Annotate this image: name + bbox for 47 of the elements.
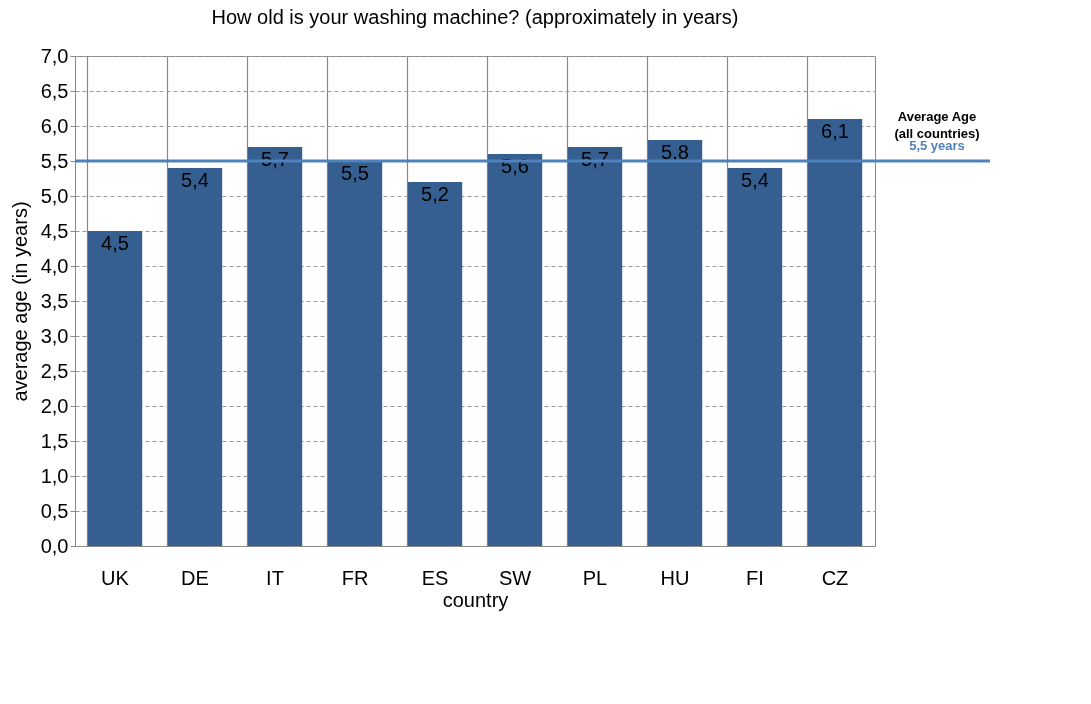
x-tick-label: PL <box>582 566 608 589</box>
y-tick-label: 1,5 <box>40 429 69 452</box>
text: 5,5 years <box>909 138 965 153</box>
x-axis-title: country <box>442 588 509 611</box>
bar <box>167 168 223 546</box>
bar <box>407 182 463 546</box>
ref-line-label: Average Age (all countries) <box>894 109 980 141</box>
bar <box>87 231 143 546</box>
y-tick-label: 2,5 <box>40 359 69 382</box>
x-tick-label: IT <box>266 566 284 589</box>
chart-title: How old is your washing machine? (approximately in years) <box>211 6 739 28</box>
x-tick-label: FR <box>341 566 369 589</box>
y-tick-label: 4,0 <box>40 254 69 277</box>
y-tick-label: 3,0 <box>40 324 69 347</box>
bar <box>807 119 863 546</box>
data-label: 6,1 <box>821 120 849 142</box>
y-tick-label: 0,5 <box>40 499 69 522</box>
data-label: 5,5 <box>341 162 369 184</box>
y-tick-label: 0,0 <box>40 534 69 557</box>
bar <box>727 168 783 546</box>
y-tick-label: 5,5 <box>40 149 69 172</box>
y-tick-label: 1,0 <box>40 464 69 487</box>
y-tick-label: 4,5 <box>40 219 69 242</box>
x-tick-label: FI <box>746 566 764 589</box>
data-label: 5,8 <box>661 141 689 163</box>
y-tick-label: 7,0 <box>40 44 69 67</box>
x-tick-label: HU <box>660 566 690 589</box>
x-tick-label: CZ <box>821 566 849 589</box>
data-label: 4,5 <box>101 232 129 254</box>
y-tick-label: 6,5 <box>40 79 69 102</box>
y-tick-label: 2,0 <box>40 394 69 417</box>
y-tick-label: 3,5 <box>40 289 69 312</box>
x-tick-label: ES <box>421 566 449 589</box>
bar <box>327 161 383 546</box>
x-tick-label: DE <box>181 566 209 589</box>
x-tick-label: SW <box>498 566 532 589</box>
y-tick-label: 6,0 <box>40 114 69 137</box>
x-tick-label: UK <box>101 566 130 589</box>
bar <box>487 154 543 546</box>
y-axis-title: average age (in years) <box>8 201 31 402</box>
bar <box>567 147 623 546</box>
data-label: 5,4 <box>181 169 209 191</box>
y-tick-label: 5,0 <box>40 184 69 207</box>
data-label: 5,4 <box>741 169 769 191</box>
bar <box>647 140 703 546</box>
data-label: 5,2 <box>421 183 449 205</box>
bar <box>247 147 303 546</box>
